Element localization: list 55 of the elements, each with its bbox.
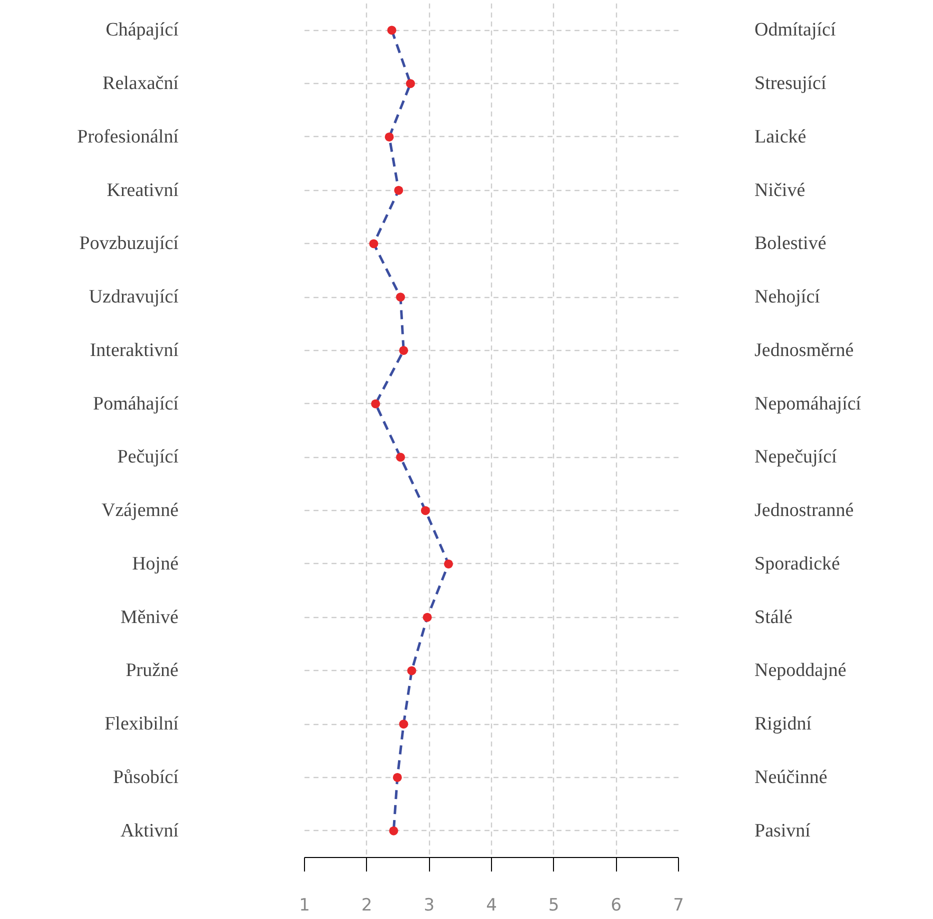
y-tick-label: Vzájemné [101,500,179,522]
y-tick-label: Uzdravující [88,286,180,308]
y-tick-label: Profesionální [77,126,180,148]
x-tick-label: 7 [673,896,684,916]
y2-tick-label: Nepečující [754,446,838,468]
y-tick-label: Pružné [126,660,179,682]
y-tick-label: Měnivé [120,606,179,628]
y2-tick-label: Pasivní [754,820,812,842]
y-tick-label: Pečující [117,446,180,468]
point [407,666,416,676]
y2-tick-label: Stresující [754,73,827,94]
point [387,26,396,35]
point [420,506,430,516]
y2-tick-label: Rigidní [754,714,812,735]
y2-tick-label: Nepomáhající [754,393,862,414]
y-tick-label: Chápající [106,20,180,41]
y2-tick-label: Bolestivé [754,233,826,254]
x-tick-label: 6 [610,896,622,916]
y2-tick-label: Nehojící [754,286,821,308]
y-tick-label: Flexibilní [104,714,180,735]
y-tick-label: Interaktivní [90,340,180,361]
y2-tick-label: Sporadické [754,553,840,574]
x-tick-label: 4 [486,896,497,916]
point [444,559,453,568]
y2-tick-label: Neúčinné [754,766,828,788]
y-tick-label: Aktivní [120,820,180,842]
x-tick-label: 5 [548,896,560,916]
y2-tick-label: Jednosměrné [754,340,854,361]
point [392,772,402,782]
y-tick-label: Působící [113,766,180,788]
point [384,132,394,142]
x-tick-label: 3 [424,896,435,916]
point [396,452,405,462]
x-tick-label: 2 [361,896,372,916]
y-tick-label: Relaxační [102,73,180,94]
x-tick-label: 1 [299,896,310,916]
y2-tick-label: Stálé [754,606,792,628]
y-tick-label: Povzbuzující [79,233,180,254]
point [396,292,405,302]
y2-tick-label: Odmítající [754,20,836,41]
y2-tick-label: Jednostranné [754,500,854,522]
point [371,399,380,408]
point [399,720,408,729]
point [406,79,415,88]
y2-tick-label: Ničivé [754,180,806,201]
y-tick-label: Hojné [132,553,179,574]
y-tick-label: Kreativní [106,180,180,201]
point [422,612,432,622]
point [394,186,404,195]
y2-tick-label: Laické [754,126,806,148]
point [399,346,408,355]
y-tick-label: Pomáhající [93,393,180,414]
point [369,239,378,248]
y2-tick-label: Nepoddajné [754,660,846,682]
point [389,826,398,836]
